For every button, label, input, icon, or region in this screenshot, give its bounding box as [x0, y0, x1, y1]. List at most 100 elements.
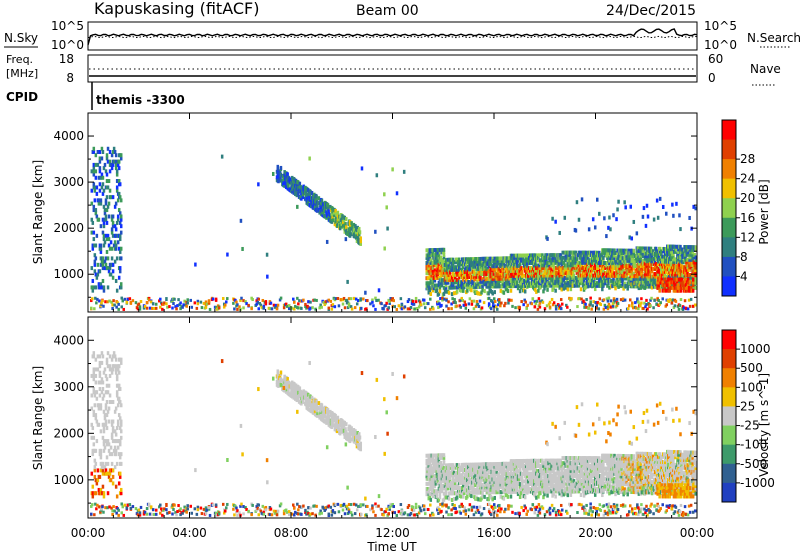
power-cell — [431, 305, 434, 309]
power-cell — [107, 179, 111, 184]
power-cell — [670, 277, 674, 282]
velocity-cell — [339, 503, 343, 507]
power-cell — [129, 300, 133, 304]
power-cell — [434, 250, 438, 255]
power-cell — [623, 251, 626, 256]
power-cell — [279, 296, 283, 300]
power-cell — [319, 208, 323, 213]
power-cell — [637, 286, 641, 291]
power-cell — [319, 205, 322, 210]
power-cell — [555, 281, 558, 286]
power-cell — [451, 257, 455, 262]
power-cell — [97, 198, 101, 203]
power-cell — [294, 184, 298, 189]
power-cell — [553, 258, 556, 263]
power-cell — [513, 261, 517, 266]
power-cell — [607, 225, 610, 230]
power-cell — [461, 282, 464, 287]
power-cell — [595, 306, 598, 310]
power-cell — [635, 306, 638, 310]
power-cell — [645, 303, 648, 307]
power-cell — [179, 301, 182, 305]
velocity-cell — [566, 511, 569, 515]
power-cell — [101, 278, 105, 283]
power-cell — [602, 258, 605, 263]
power-cell — [524, 276, 528, 281]
power-cell — [658, 196, 662, 201]
velocity-cell — [612, 503, 616, 507]
power-cell — [374, 229, 377, 234]
power-cell — [657, 285, 660, 290]
power-cell — [555, 260, 558, 265]
power-cell — [326, 205, 330, 210]
power-cell — [95, 275, 99, 280]
power-cell — [498, 300, 501, 304]
power-cell — [588, 273, 592, 278]
velocity-cell — [113, 509, 116, 513]
power-cell — [468, 297, 472, 301]
velocity-cell — [247, 509, 250, 513]
power-cell — [309, 300, 312, 304]
power-cell — [112, 146, 116, 151]
power-cell — [676, 265, 679, 270]
velocity-cell — [329, 505, 333, 509]
velocity-cell — [336, 502, 340, 506]
power-cell — [688, 304, 692, 308]
power-cell — [607, 296, 611, 300]
power-cell — [553, 273, 556, 278]
power-cell — [99, 224, 103, 229]
power-cell — [616, 276, 619, 281]
power-cell — [462, 277, 465, 282]
power-cell — [578, 250, 582, 255]
power-cell — [104, 217, 108, 222]
power-cell — [95, 191, 99, 196]
power-cell — [98, 182, 102, 187]
power-cell — [106, 300, 109, 304]
power-cell — [649, 246, 653, 251]
velocity-cell — [129, 506, 133, 510]
power-cell — [276, 303, 280, 307]
power-cell — [658, 246, 662, 251]
power-cell — [557, 270, 560, 275]
power-cell — [316, 201, 320, 206]
power-cell — [359, 297, 362, 302]
velocity-cell — [455, 510, 458, 514]
velocity-cell — [631, 507, 634, 511]
power-cell — [529, 273, 532, 278]
power-cell — [590, 268, 594, 273]
velocity-cell — [412, 508, 416, 512]
power-cell — [530, 271, 533, 276]
power-cell — [357, 226, 361, 231]
power-cell — [455, 257, 459, 262]
power-cell — [669, 259, 672, 264]
power-cell — [582, 270, 586, 275]
power-cell — [105, 249, 109, 254]
power-cell — [685, 288, 689, 293]
power-cell — [613, 271, 616, 276]
power-cell — [551, 216, 554, 221]
velocity-cell — [112, 505, 115, 509]
power-cell — [500, 284, 504, 289]
power-cell — [348, 225, 352, 230]
power-cell — [601, 250, 604, 255]
power-cell — [322, 202, 325, 207]
power-cell — [587, 278, 591, 283]
power-cell — [520, 300, 523, 304]
power-cell — [581, 281, 585, 286]
y-tick-label: 2000 — [53, 221, 84, 235]
power-cell — [128, 297, 132, 301]
power-cell — [112, 299, 115, 303]
power-cell — [568, 273, 572, 278]
velocity-cell — [554, 510, 558, 514]
power-cell — [108, 159, 112, 164]
power-cell — [329, 208, 333, 213]
velocity-cell — [236, 513, 239, 517]
velocity-cell — [548, 511, 552, 515]
power-cell — [357, 238, 361, 243]
power-cell — [325, 215, 328, 220]
nsearch-tick-bottom: 10^0 — [704, 38, 737, 52]
velocity-cell — [121, 505, 124, 509]
velocity-cell — [96, 503, 99, 507]
power-cell — [387, 306, 390, 310]
power-cell — [615, 297, 619, 301]
